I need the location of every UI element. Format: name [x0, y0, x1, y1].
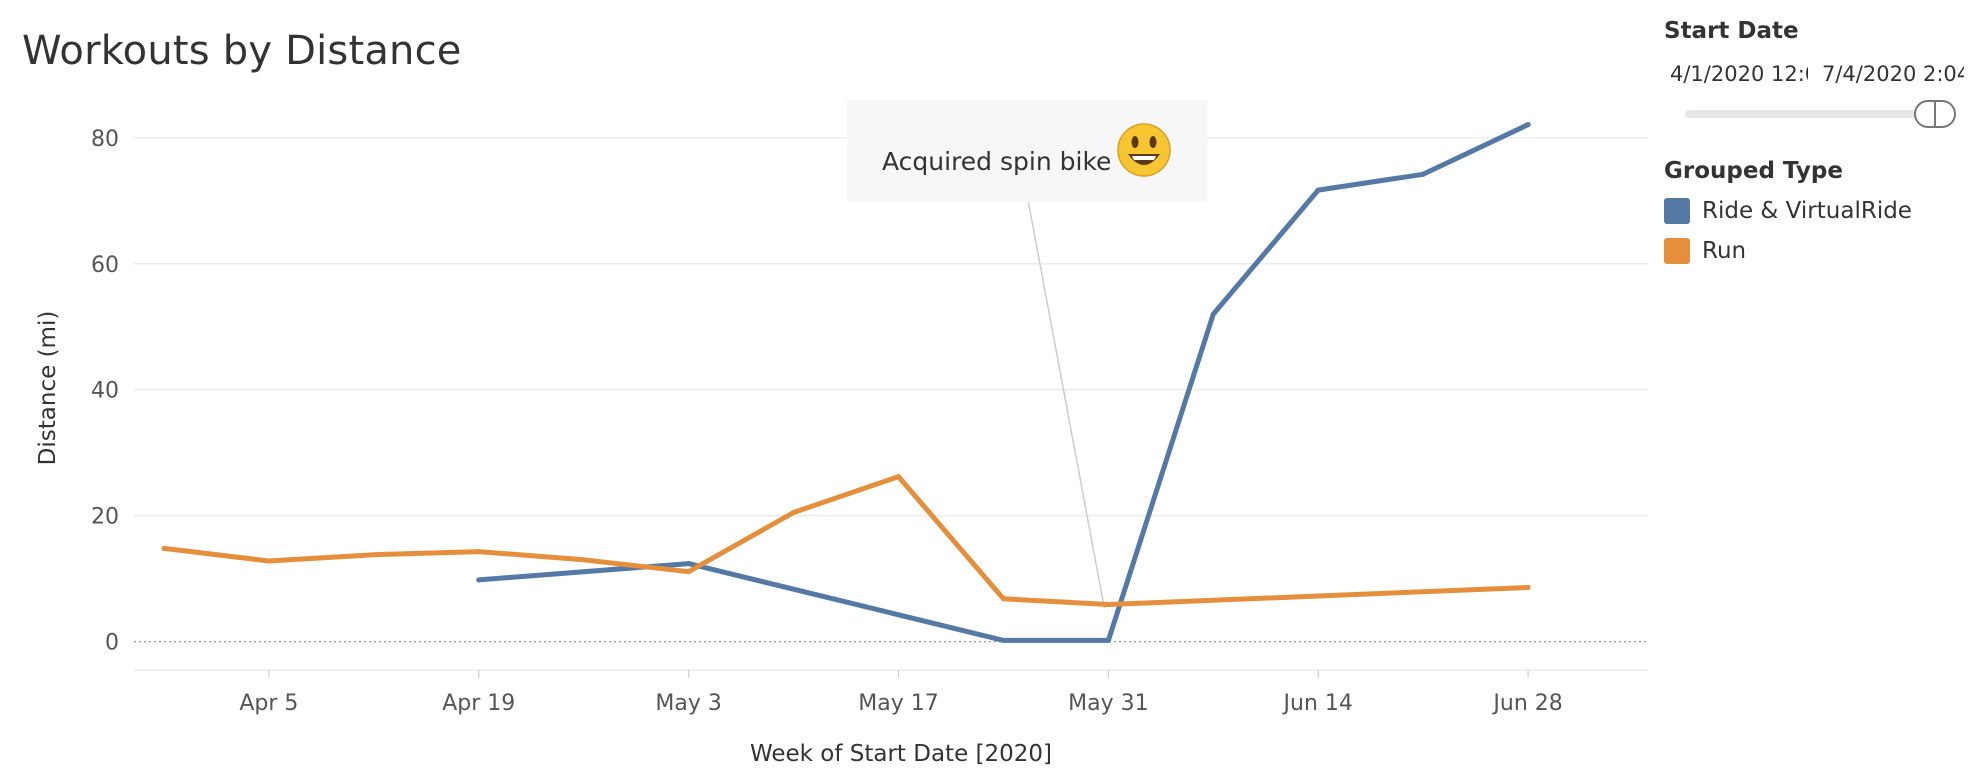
y-tick-label: 80: [91, 127, 119, 152]
smiley-emoji-icon: [1117, 123, 1171, 177]
data-point-ride[interactable]: [686, 561, 692, 567]
data-point-run[interactable]: [266, 558, 272, 564]
legend-item-run[interactable]: Run: [1664, 238, 1746, 264]
grid-lines: [134, 137, 1648, 671]
x-tick-label: Apr 19: [442, 691, 515, 716]
x-tick-label: May 17: [858, 691, 938, 716]
y-tick-label: 40: [91, 379, 119, 404]
data-point-ride[interactable]: [1105, 637, 1111, 643]
data-point-ride[interactable]: [476, 577, 482, 583]
x-tick-label: Jun 14: [1282, 691, 1353, 716]
chart-title: Workouts by Distance: [22, 28, 462, 74]
x-tick-label: May 3: [655, 691, 721, 716]
filter-title: Start Date: [1664, 18, 1799, 44]
data-point-run[interactable]: [791, 510, 797, 516]
data-point-ride[interactable]: [1210, 311, 1216, 317]
y-tick-label: 20: [91, 505, 119, 530]
data-point-run[interactable]: [686, 569, 692, 575]
slider-end-handle[interactable]: [1934, 100, 1956, 128]
data-point-run[interactable]: [371, 552, 377, 558]
series-line-run[interactable]: [161, 474, 1531, 607]
annotation: Acquired spin bike: [847, 100, 1207, 202]
data-point-run[interactable]: [1525, 584, 1531, 590]
data-point-run[interactable]: [161, 545, 167, 551]
data-point-run[interactable]: [1105, 601, 1111, 607]
series-line-ride[interactable]: [476, 122, 1531, 643]
x-tick-label: Apr 5: [239, 691, 298, 716]
y-tick-label: 60: [91, 253, 119, 278]
data-point-ride[interactable]: [1315, 187, 1321, 193]
legend-title: Grouped Type: [1664, 158, 1843, 184]
filter-start-value[interactable]: 4/1/2020 12:00:00 AM: [1670, 62, 1808, 86]
annotation-text: Acquired spin bike: [882, 147, 1111, 176]
x-tick-label: May 31: [1068, 691, 1148, 716]
legend-item-ride[interactable]: Ride & VirtualRide: [1664, 198, 1912, 224]
date-range-slider[interactable]: [1685, 110, 1925, 118]
annotation-pointer: [1027, 199, 1106, 609]
legend-swatch-ride: [1664, 198, 1690, 224]
slider-start-handle[interactable]: [1914, 100, 1936, 128]
x-tick-label: Jun 28: [1491, 691, 1562, 716]
data-point-ride[interactable]: [1000, 637, 1006, 643]
data-point-run[interactable]: [476, 549, 482, 555]
filter-end-value[interactable]: 7/4/2020 2:04:00 PM: [1822, 62, 1964, 86]
legend-label-run: Run: [1702, 238, 1747, 264]
data-point-run[interactable]: [1000, 596, 1006, 602]
data-point-run[interactable]: [581, 557, 587, 563]
annotation-pointer-line: [1027, 199, 1106, 609]
data-point-ride[interactable]: [1420, 171, 1426, 177]
data-point-run[interactable]: [895, 474, 901, 480]
y-tick-label: 0: [105, 631, 119, 656]
legend-swatch-run: [1664, 238, 1690, 264]
axis-ticks: 0 20 40 60 80 Apr 5 Apr 19 May 3 May 17 May 31 Jun…: [91, 127, 1563, 716]
y-axis-title: Distance (mi): [35, 311, 61, 466]
series-lines: [161, 122, 1531, 643]
legend-label-ride: Ride & VirtualRide: [1702, 198, 1912, 224]
data-point-ride[interactable]: [1525, 122, 1531, 128]
chart-area: 0 20 40 60 80 Apr 5 Apr 19 May 3 May 17 May 31 Jun…: [35, 100, 1648, 767]
x-axis-title: Week of Start Date [2020]: [750, 741, 1052, 767]
